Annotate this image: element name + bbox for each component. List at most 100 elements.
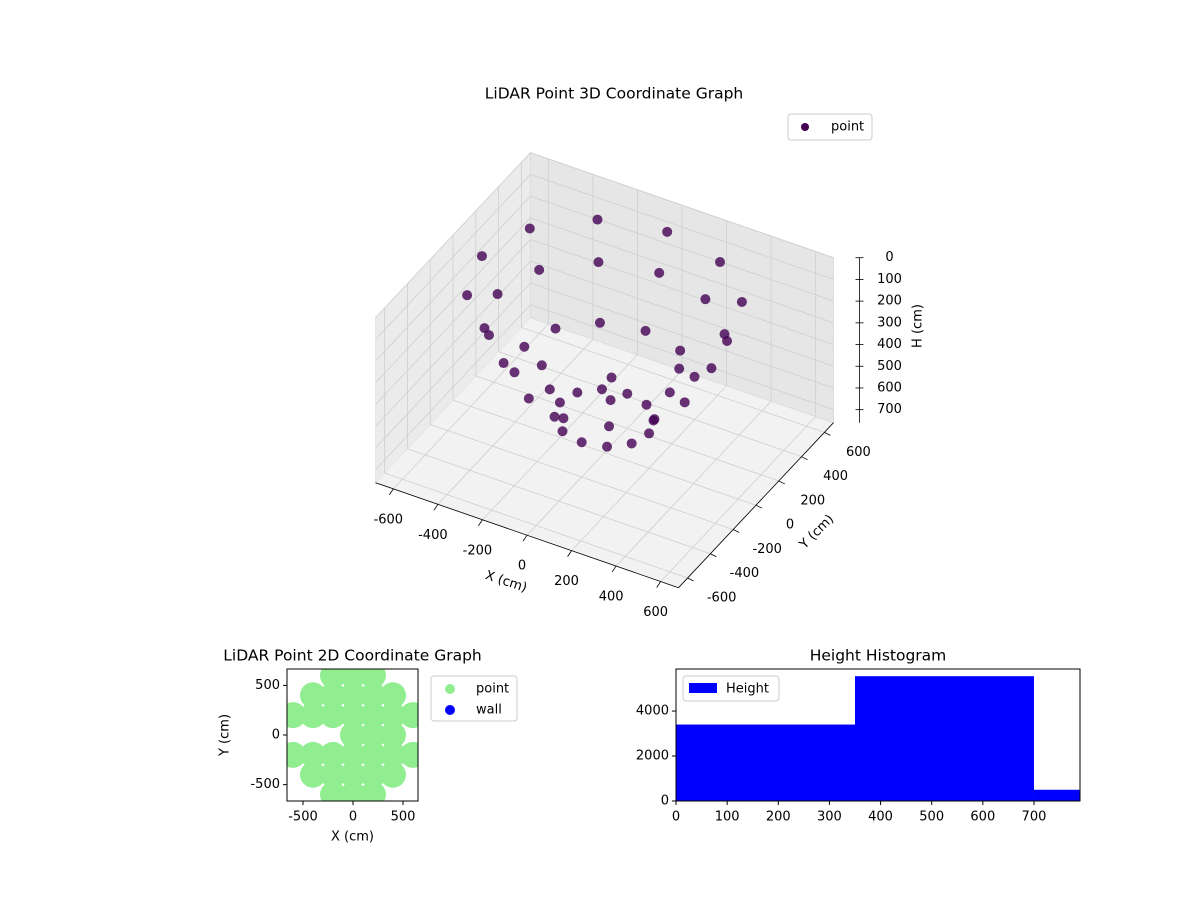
- point: [360, 761, 386, 788]
- grid-line: [530, 239, 834, 345]
- x-tick-label: -500: [288, 810, 318, 825]
- point: [287, 741, 306, 768]
- grid-line: [475, 375, 779, 482]
- point: [360, 741, 386, 768]
- y-tick: [801, 456, 808, 461]
- bar: [1033, 789, 1080, 801]
- grid-line: [375, 152, 531, 318]
- point: [320, 669, 346, 689]
- grid-line: [530, 304, 834, 411]
- grid-line: [375, 174, 531, 340]
- z-tick-label: 600: [877, 380, 902, 395]
- grid-line: [452, 399, 757, 506]
- point: [649, 414, 660, 425]
- point: [674, 363, 685, 374]
- point: [524, 223, 535, 234]
- legend-label: point: [831, 120, 864, 135]
- point: [509, 367, 520, 378]
- y-tick-label: 200: [800, 493, 825, 508]
- point: [715, 257, 726, 268]
- y-tick-label: 4000: [636, 704, 669, 719]
- point: [664, 387, 675, 398]
- x-tick-label: 700: [1022, 810, 1047, 825]
- chart-title: Height Histogram: [810, 647, 947, 665]
- point: [340, 722, 366, 748]
- point: [719, 329, 730, 340]
- x-tick-label: 200: [554, 574, 579, 589]
- point: [320, 761, 346, 788]
- legend-label: point: [476, 682, 509, 697]
- point: [320, 781, 346, 801]
- z-tick-label: 100: [877, 272, 902, 287]
- y-axis-label: Y (cm): [796, 512, 837, 553]
- grid-line: [530, 152, 834, 259]
- point: [622, 388, 633, 399]
- axes-frame: [675, 668, 1081, 802]
- y-axis-line: [678, 422, 834, 588]
- point: [549, 411, 560, 422]
- y-tick: [824, 432, 831, 436]
- point: [360, 702, 386, 729]
- point: [554, 397, 565, 408]
- y-tick-label: -600: [707, 590, 737, 605]
- grid-line: [375, 239, 531, 405]
- chart-title: LiDAR Point 2D Coordinate Graph: [223, 647, 481, 665]
- bar: [854, 676, 1034, 801]
- point: [536, 360, 547, 371]
- grid-line: [375, 195, 531, 362]
- point: [576, 437, 587, 448]
- point: [534, 264, 545, 275]
- plot-area: [287, 669, 418, 801]
- x-tick-label: 0: [518, 559, 526, 574]
- point: [287, 702, 306, 729]
- legend-marker: [445, 684, 455, 694]
- y-tick-label: 0: [786, 518, 794, 533]
- point: [544, 384, 555, 395]
- point: [572, 387, 583, 398]
- point: [675, 345, 686, 356]
- grid-line: [407, 448, 711, 555]
- point: [700, 294, 711, 305]
- legend-box: [787, 113, 873, 141]
- point: [557, 426, 568, 437]
- x-tick-label: 0: [672, 810, 680, 825]
- legend: point: [787, 113, 873, 141]
- x-tick-label: 400: [868, 810, 893, 825]
- grid-line: [521, 327, 825, 433]
- y-tick-label: 0: [272, 728, 280, 743]
- point: [604, 421, 615, 432]
- z-axis-label: H (cm): [911, 304, 926, 348]
- grid-line: [530, 260, 834, 367]
- point: [689, 371, 700, 382]
- y-tick: [733, 529, 740, 533]
- y-tick-label: -200: [752, 542, 782, 557]
- point: [626, 438, 637, 449]
- x-tick-label: 400: [599, 590, 624, 605]
- x-tick-label: 100: [715, 810, 740, 825]
- y-tick: [778, 480, 785, 485]
- y-tick-label: -500: [250, 777, 280, 792]
- z-tick-label: 0: [885, 250, 893, 265]
- chart-title: LiDAR Point 3D Coordinate Graph: [485, 85, 743, 103]
- plot-area: [676, 676, 1080, 801]
- legend-marker: [689, 683, 717, 693]
- x-tick-label: 200: [766, 810, 791, 825]
- x-tick: [478, 519, 483, 526]
- point: [654, 267, 665, 278]
- y-tick: [755, 504, 763, 509]
- point: [640, 325, 651, 336]
- grid-line: [375, 217, 531, 384]
- legend-label: wall: [476, 703, 502, 718]
- point: [380, 702, 406, 729]
- point: [360, 682, 386, 709]
- legend-marker: [445, 705, 455, 715]
- point: [360, 781, 386, 801]
- z-tick-label: 400: [877, 337, 902, 352]
- point: [641, 399, 652, 410]
- point: [550, 323, 561, 334]
- z-tick-label: 200: [877, 294, 902, 309]
- y-tick-label: 600: [846, 445, 871, 460]
- point: [300, 761, 326, 788]
- legend-box: [430, 675, 518, 722]
- point: [340, 781, 366, 801]
